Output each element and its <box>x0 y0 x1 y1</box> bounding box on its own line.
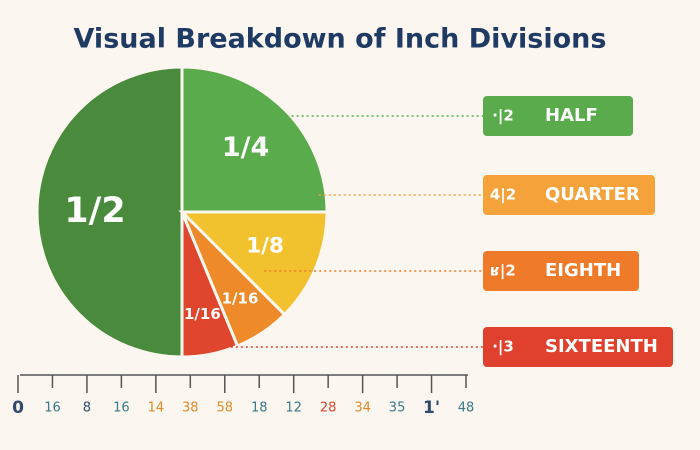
ruler-label: 0 <box>12 398 24 418</box>
ruler-label: 48 <box>458 401 475 416</box>
ruler-label: 12 <box>285 401 302 416</box>
ruler-label: 8 <box>83 401 91 416</box>
ruler-label: 16 <box>44 401 61 416</box>
legend-label: SIXTEENTH <box>545 336 658 357</box>
pie-slice <box>35 65 184 359</box>
legend-box <box>483 96 633 136</box>
slice-label: 1/2 <box>64 191 125 231</box>
ruler-label: 18 <box>251 401 268 416</box>
legend-box <box>483 251 639 291</box>
legend-label: HALF <box>545 105 598 126</box>
slice-label: 1/16 <box>184 305 221 323</box>
legend-label: QUARTER <box>545 184 640 205</box>
legend-box <box>483 175 655 215</box>
legend-icon: ·|3 <box>492 338 514 357</box>
chart-title: Visual Breakdown of Inch Divisions <box>74 24 607 55</box>
ruler-label: 28 <box>320 401 337 416</box>
ruler-label: 38 <box>182 401 199 416</box>
ruler-label: 1' <box>423 398 440 418</box>
ruler-label: 34 <box>354 401 371 416</box>
pie-slice <box>180 211 240 359</box>
slice-label: 1/8 <box>246 233 284 258</box>
pie-slice <box>178 210 329 317</box>
legend-label: EIGHTH <box>545 260 621 281</box>
slice-label: 1/4 <box>222 132 269 163</box>
ruler-label: 35 <box>389 401 406 416</box>
ruler-label: 16 <box>113 401 130 416</box>
ruler-label: 14 <box>148 401 165 416</box>
legend-box <box>483 327 673 367</box>
slice-label: 1/16 <box>222 289 259 307</box>
legend-icon: ʁ|2 <box>490 262 516 281</box>
legend-icon: ·|2 <box>492 107 514 126</box>
pie-slice <box>180 65 329 214</box>
legend-icon: 4|2 <box>490 186 516 205</box>
ruler-label: 58 <box>216 401 233 416</box>
